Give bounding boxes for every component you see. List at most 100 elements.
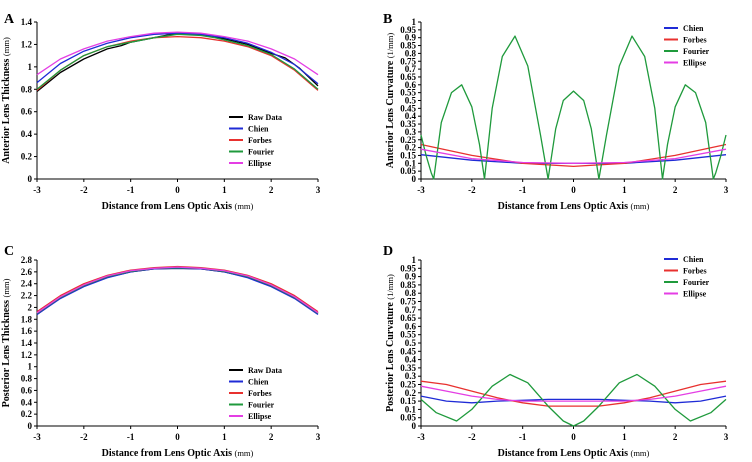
y-tick-label: 1.4 (21, 338, 33, 348)
x-axis-unit: (mm) (234, 201, 253, 211)
y-tick-label: 0.35 (400, 119, 416, 129)
x-axis-title: Distance from Lens Optic Axis (mm) (102, 201, 254, 212)
panel-letter: C (4, 244, 14, 259)
y-tick-label: 0.4 (21, 129, 33, 139)
x-tick-label: 0 (175, 432, 180, 442)
y-tick-label: 0 (412, 174, 417, 184)
legend-label: Raw Data (248, 113, 282, 122)
legend: Chien Forbes Fourier Ellipse (664, 255, 710, 299)
y-tick-label: 0 (28, 421, 33, 431)
legend-label: Forbes (683, 267, 707, 276)
x-tick-label: -1 (519, 432, 527, 442)
panel-letter: B (383, 12, 392, 27)
y-axis-title-text: Anterior Lens Thickness (1, 58, 12, 163)
y-tick-label: 1.2 (21, 350, 33, 360)
panel-c: C00.20.40.60.811.21.41.61.822.22.42.62.8… (1, 244, 321, 459)
y-tick-label: 0 (412, 421, 417, 431)
y-axis-title: Anterior Lens Curvature (1/mm) (385, 33, 396, 169)
x-tick-label: 1 (222, 432, 227, 442)
y-tick-label: 0.45 (400, 346, 416, 356)
x-tick-label: 0 (571, 432, 576, 442)
legend-label: Chien (683, 255, 704, 264)
y-tick-label: 0.2 (405, 143, 417, 153)
x-axis-title-text: Distance from Lens Optic Axis (102, 448, 232, 459)
legend-label: Raw Data (248, 366, 282, 375)
y-tick-label: 1.8 (21, 314, 33, 324)
series-line-fourier (420, 373, 727, 427)
y-tick-label: 0.9 (405, 33, 417, 43)
series-line-ellipse (420, 148, 727, 164)
series-line-forbes (420, 380, 727, 407)
series-line-raw-data (36, 267, 319, 316)
x-tick-label: -3 (33, 185, 41, 195)
y-tick-label: 0.6 (21, 385, 33, 395)
series-line-chien (420, 154, 727, 164)
x-tick-label: 0 (571, 185, 576, 195)
series-line-fourier (36, 33, 319, 90)
y-tick-label: 0.8 (21, 84, 33, 94)
y-tick-label: 0.2 (21, 152, 33, 162)
panel-letter: A (4, 12, 15, 27)
y-tick-label: 0.8 (405, 48, 417, 58)
x-tick-label: 3 (724, 432, 729, 442)
legend-label: Chien (683, 24, 704, 33)
y-tick-label: 1 (28, 362, 33, 372)
y-tick-label: 0.5 (405, 96, 417, 106)
series-line-chien (36, 32, 319, 85)
x-tick-label: 1 (622, 432, 627, 442)
x-tick-label: -3 (33, 432, 41, 442)
y-tick-label: 0.1 (405, 404, 417, 414)
x-axis-unit: (mm) (630, 201, 649, 211)
x-tick-label: -3 (417, 432, 425, 442)
y-axis-unit: (1/mm) (385, 274, 395, 300)
y-axis-title: Posterior Lens Curvature (1/mm) (385, 274, 396, 412)
series-line-chien (420, 395, 727, 404)
legend-label: Fourier (248, 401, 275, 410)
legend: Raw Data Chien Forbes Fourier Ellipse (229, 366, 282, 421)
y-tick-label: 1 (412, 255, 417, 265)
y-tick-label: 2.2 (21, 291, 33, 301)
series-line-ellipse (420, 385, 727, 402)
y-tick-label: 1.2 (21, 39, 33, 49)
y-tick-label: 0.55 (400, 330, 416, 340)
x-tick-label: -2 (468, 185, 476, 195)
x-tick-label: 3 (724, 185, 729, 195)
x-axis-unit: (mm) (630, 448, 649, 458)
x-tick-label: -2 (80, 185, 88, 195)
y-tick-label: 0.65 (400, 313, 416, 323)
y-tick-label: 0.6 (21, 107, 33, 117)
legend: Chien Forbes Fourier Ellipse (664, 24, 710, 68)
y-tick-label: 0.4 (21, 397, 33, 407)
panel-b: B00.050.10.150.20.250.30.350.40.450.50.5… (383, 12, 729, 212)
y-tick-label: 0.8 (21, 374, 33, 384)
y-tick-label: 0.4 (405, 355, 417, 365)
x-tick-label: 3 (316, 432, 321, 442)
legend-label: Ellipse (683, 59, 707, 68)
legend-label: Fourier (683, 47, 710, 56)
legend-label: Fourier (683, 278, 710, 287)
y-tick-label: 0.4 (405, 111, 417, 121)
y-tick-label: 0.3 (405, 127, 417, 137)
x-tick-label: 2 (269, 185, 274, 195)
y-axis-unit: (mm) (1, 278, 11, 297)
y-axis-title-text: Posterior Lens Curvature (385, 302, 396, 412)
series-line-ellipse (36, 266, 319, 314)
x-tick-label: -2 (468, 432, 476, 442)
legend-label: Ellipse (248, 159, 272, 168)
series-line-raw-data (36, 32, 319, 93)
y-tick-label: 0.6 (405, 80, 417, 90)
x-axis-unit: (mm) (234, 448, 253, 458)
y-tick-label: 0.75 (400, 56, 416, 66)
y-tick-label: 1.4 (21, 17, 33, 27)
y-tick-label: 0.35 (400, 363, 416, 373)
series-line-forbes (420, 143, 727, 168)
legend: Raw Data Chien Forbes Fourier Ellipse (229, 113, 282, 168)
y-tick-label: 0.05 (400, 413, 416, 423)
x-axis-title: Distance from Lens Optic Axis (mm) (498, 448, 650, 459)
panel-d: D00.050.10.150.20.250.30.350.40.450.50.5… (383, 244, 729, 459)
legend-label: Ellipse (683, 290, 707, 299)
y-axis-title-text: Anterior Lens Curvature (385, 60, 396, 168)
y-tick-label: 2.4 (21, 279, 33, 289)
y-tick-label: 0.95 (400, 25, 416, 35)
x-tick-label: 1 (622, 185, 627, 195)
